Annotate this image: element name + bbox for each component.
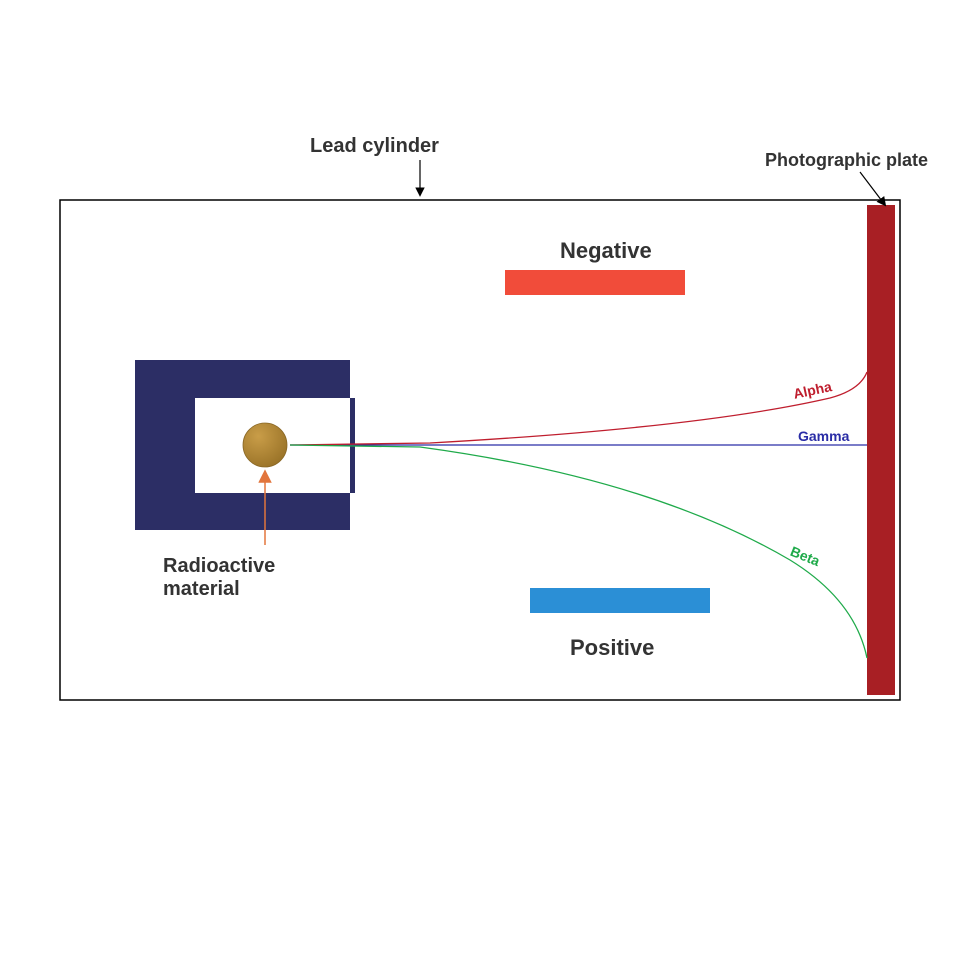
- negative-label: Negative: [560, 238, 652, 264]
- radioactive-material-label: Radioactive material: [163, 555, 275, 601]
- gamma-label: Gamma: [798, 428, 849, 444]
- photographic-plate: [867, 205, 895, 695]
- photographic-plate-label: Photographic plate: [765, 150, 928, 171]
- positive-label: Positive: [570, 635, 654, 661]
- radiation-diagram: [0, 0, 980, 980]
- negative-plate: [505, 270, 685, 295]
- positive-plate: [530, 588, 710, 613]
- alpha-ray: [290, 372, 867, 445]
- beta-ray: [290, 445, 867, 658]
- lead-cylinder-label: Lead cylinder: [310, 135, 439, 158]
- radioactive-source: [243, 423, 287, 467]
